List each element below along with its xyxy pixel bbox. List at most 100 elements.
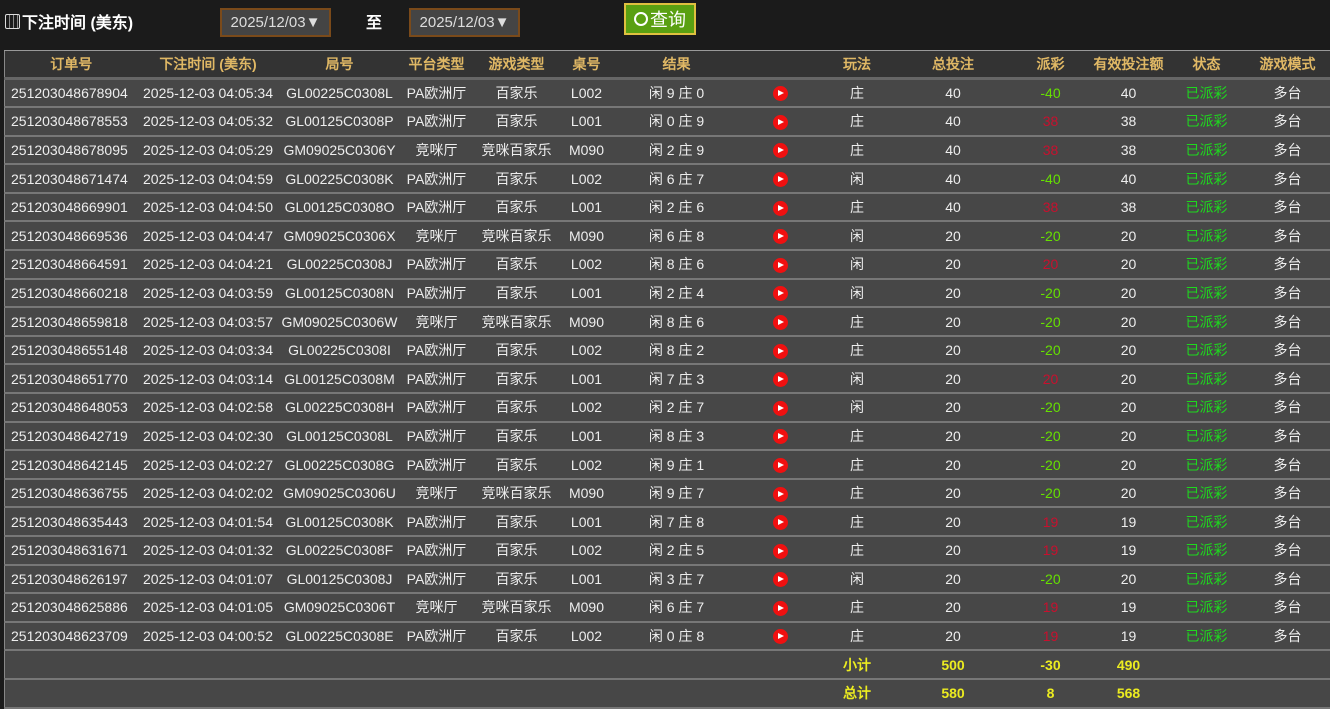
cell-round-no: GM09025C0306T bbox=[279, 593, 401, 622]
total-bet: 580 bbox=[894, 679, 1013, 708]
cell-platform: 竞咪厅 bbox=[401, 479, 473, 508]
col-header-game-mode: 游戏模式 bbox=[1245, 51, 1330, 79]
cell-valid-bet: 20 bbox=[1089, 279, 1169, 308]
cell-result: 闲 2 庄 7 bbox=[613, 393, 741, 422]
cell-payout: 19 bbox=[1013, 593, 1089, 622]
play-video-icon[interactable] bbox=[773, 201, 788, 216]
cell-result: 闲 8 庄 2 bbox=[613, 336, 741, 365]
cell-total-bet: 20 bbox=[894, 336, 1013, 365]
cell-result: 闲 9 庄 7 bbox=[613, 479, 741, 508]
play-video-icon[interactable] bbox=[773, 143, 788, 158]
cell-platform: PA欧洲厅 bbox=[401, 422, 473, 451]
empty-cell bbox=[138, 679, 279, 708]
cell-round-no: GL00125C0308N bbox=[279, 279, 401, 308]
empty-cell bbox=[138, 650, 279, 679]
col-header-replay bbox=[741, 51, 821, 79]
empty-cell bbox=[279, 679, 401, 708]
cell-game-type: 百家乐 bbox=[473, 364, 561, 393]
play-video-icon[interactable] bbox=[773, 172, 788, 187]
play-video-icon[interactable] bbox=[773, 86, 788, 101]
cell-payout: -20 bbox=[1013, 565, 1089, 594]
play-video-icon[interactable] bbox=[773, 401, 788, 416]
cell-result: 闲 9 庄 0 bbox=[613, 79, 741, 108]
cell-round-no: GL00225C0308H bbox=[279, 393, 401, 422]
col-header-result: 结果 bbox=[613, 51, 741, 79]
play-video-icon[interactable] bbox=[773, 629, 788, 644]
play-video-icon[interactable] bbox=[773, 515, 788, 530]
cell-result: 闲 3 庄 7 bbox=[613, 565, 741, 594]
cell-total-bet: 40 bbox=[894, 164, 1013, 193]
play-video-icon[interactable] bbox=[773, 315, 788, 330]
replay-cell bbox=[741, 507, 821, 536]
cell-bet-type: 闲 bbox=[821, 250, 894, 279]
replay-cell bbox=[741, 307, 821, 336]
play-video-icon[interactable] bbox=[773, 458, 788, 473]
play-video-icon[interactable] bbox=[773, 258, 788, 273]
cell-status: 已派彩 bbox=[1169, 450, 1245, 479]
cell-payout: 38 bbox=[1013, 107, 1089, 136]
cell-round-no: GM09025C0306W bbox=[279, 307, 401, 336]
cell-valid-bet: 40 bbox=[1089, 164, 1169, 193]
col-header-total-bet: 总投注 bbox=[894, 51, 1013, 79]
cell-platform: PA欧洲厅 bbox=[401, 364, 473, 393]
cell-table-no: M090 bbox=[561, 221, 613, 250]
cell-order-no: 251203048659818 bbox=[5, 307, 138, 336]
cell-game-mode: 多台 bbox=[1245, 536, 1330, 565]
cell-platform: PA欧洲厅 bbox=[401, 193, 473, 222]
cell-valid-bet: 20 bbox=[1089, 565, 1169, 594]
play-video-icon[interactable] bbox=[773, 487, 788, 502]
cell-bet-time: 2025-12-03 04:02:30 bbox=[138, 422, 279, 451]
start-date-select[interactable]: 2025/12/03▼ bbox=[220, 8, 331, 37]
subtotal-payout: -30 bbox=[1013, 650, 1089, 679]
cell-order-no: 251203048648053 bbox=[5, 393, 138, 422]
cell-round-no: GL00225C0308K bbox=[279, 164, 401, 193]
cell-table-no: M090 bbox=[561, 307, 613, 336]
empty-cell bbox=[1169, 679, 1245, 708]
cell-payout: -20 bbox=[1013, 279, 1089, 308]
col-header-status: 状态 bbox=[1169, 51, 1245, 79]
replay-cell bbox=[741, 422, 821, 451]
cell-platform: PA欧洲厅 bbox=[401, 336, 473, 365]
replay-cell bbox=[741, 450, 821, 479]
cell-status: 已派彩 bbox=[1169, 393, 1245, 422]
empty-cell bbox=[401, 679, 473, 708]
cell-game-mode: 多台 bbox=[1245, 364, 1330, 393]
cell-status: 已派彩 bbox=[1169, 307, 1245, 336]
play-video-icon[interactable] bbox=[773, 344, 788, 359]
cell-game-type: 百家乐 bbox=[473, 107, 561, 136]
cell-total-bet: 40 bbox=[894, 107, 1013, 136]
play-video-icon[interactable] bbox=[773, 429, 788, 444]
cell-round-no: GL00125C0308P bbox=[279, 107, 401, 136]
cell-result: 闲 6 庄 7 bbox=[613, 593, 741, 622]
play-video-icon[interactable] bbox=[773, 229, 788, 244]
end-date-select[interactable]: 2025/12/03▼ bbox=[409, 8, 520, 37]
cell-table-no: L001 bbox=[561, 107, 613, 136]
cell-round-no: GM09025C0306X bbox=[279, 221, 401, 250]
replay-cell bbox=[741, 164, 821, 193]
subtotal-label: 小计 bbox=[821, 650, 894, 679]
empty-cell bbox=[741, 650, 821, 679]
cell-order-no: 251203048669901 bbox=[5, 193, 138, 222]
query-label: 查询 bbox=[650, 6, 686, 32]
query-button[interactable]: 查询 bbox=[624, 3, 696, 35]
cell-result: 闲 6 庄 8 bbox=[613, 221, 741, 250]
play-video-icon[interactable] bbox=[773, 544, 788, 559]
cell-bet-type: 庄 bbox=[821, 136, 894, 165]
replay-cell bbox=[741, 107, 821, 136]
empty-cell bbox=[613, 679, 741, 708]
replay-cell bbox=[741, 565, 821, 594]
cell-bet-time: 2025-12-03 04:03:57 bbox=[138, 307, 279, 336]
play-video-icon[interactable] bbox=[773, 286, 788, 301]
play-video-icon[interactable] bbox=[773, 372, 788, 387]
cell-payout: 20 bbox=[1013, 250, 1089, 279]
cell-round-no: GL00125C0308L bbox=[279, 422, 401, 451]
play-video-icon[interactable] bbox=[773, 572, 788, 587]
play-video-icon[interactable] bbox=[773, 601, 788, 616]
play-video-icon[interactable] bbox=[773, 115, 788, 130]
cell-platform: PA欧洲厅 bbox=[401, 164, 473, 193]
